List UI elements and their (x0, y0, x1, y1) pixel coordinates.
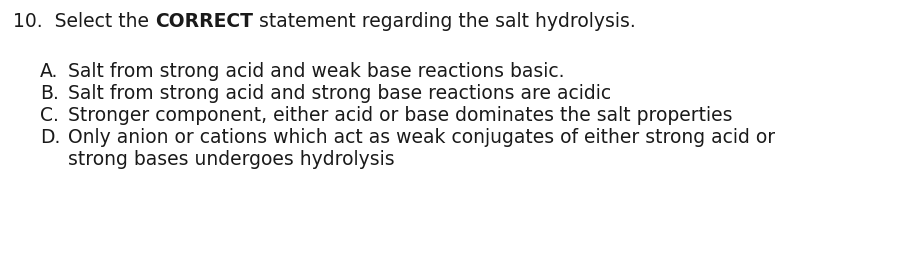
Text: 10.  Select the: 10. Select the (13, 12, 155, 31)
Text: Only anion or cations which act as weak conjugates of either strong acid or: Only anion or cations which act as weak … (68, 128, 775, 147)
Text: Stronger component, either acid or base dominates the salt properties: Stronger component, either acid or base … (68, 106, 732, 125)
Text: Salt from strong acid and strong base reactions are acidic: Salt from strong acid and strong base re… (68, 84, 611, 103)
Text: C.: C. (40, 106, 59, 125)
Text: Salt from strong acid and weak base reactions basic.: Salt from strong acid and weak base reac… (68, 62, 564, 81)
Text: B.: B. (40, 84, 59, 103)
Text: strong bases undergoes hydrolysis: strong bases undergoes hydrolysis (68, 150, 395, 169)
Text: A.: A. (40, 62, 58, 81)
Text: CORRECT: CORRECT (155, 12, 253, 31)
Text: D.: D. (40, 128, 60, 147)
Text: statement regarding the salt hydrolysis.: statement regarding the salt hydrolysis. (253, 12, 636, 31)
